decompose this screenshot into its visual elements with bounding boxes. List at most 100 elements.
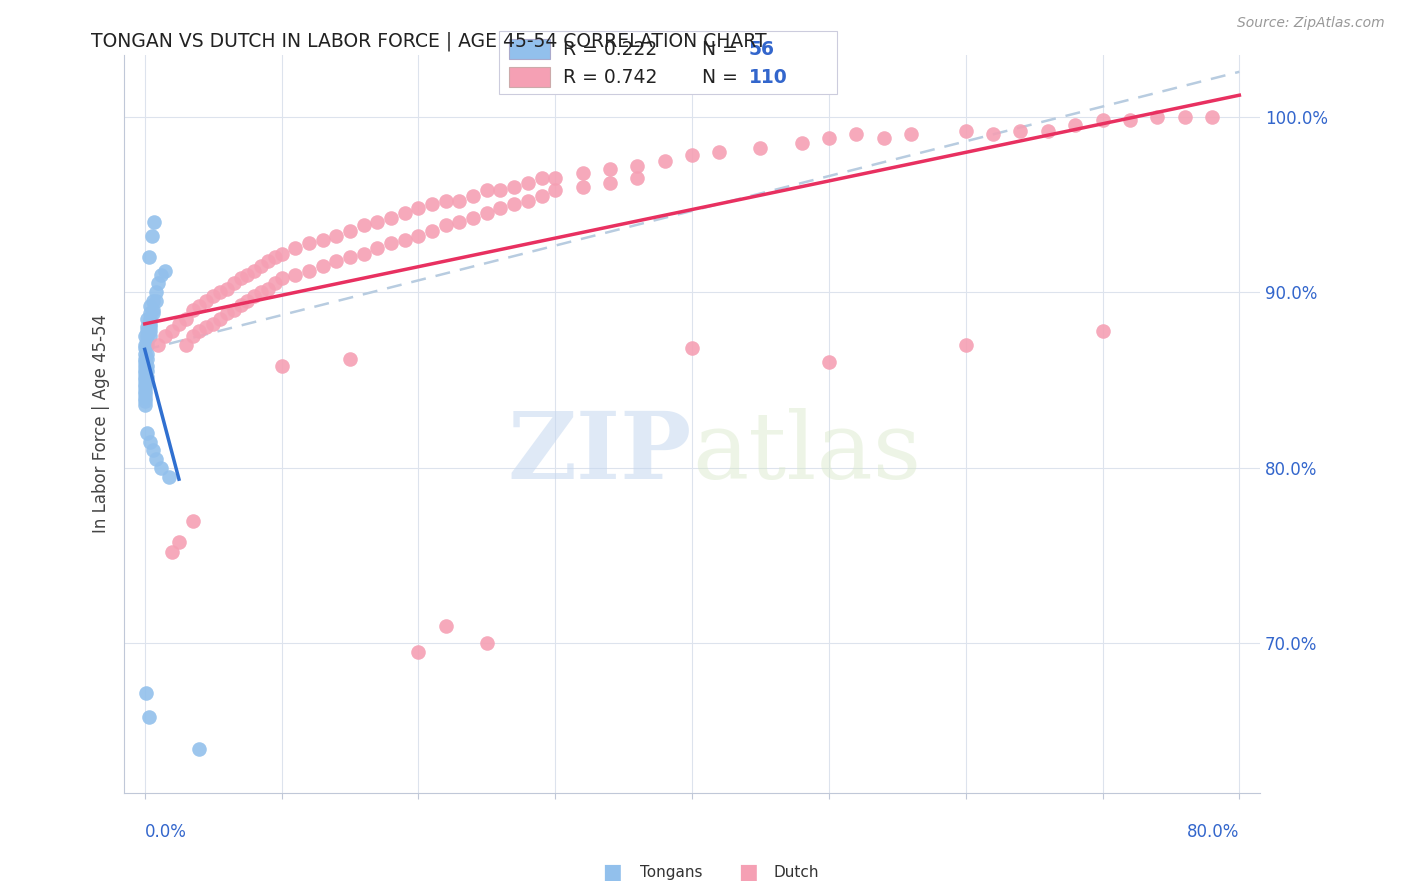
Point — [475, 636, 498, 650]
Point — [136, 351, 159, 366]
Point — [325, 253, 347, 268]
Point — [145, 452, 167, 467]
Point — [243, 264, 266, 278]
Point — [148, 338, 170, 352]
Point — [626, 171, 648, 186]
Text: TONGAN VS DUTCH IN LABOR FORCE | AGE 45-54 CORRELATION CHART: TONGAN VS DUTCH IN LABOR FORCE | AGE 45-… — [91, 31, 768, 51]
Point — [134, 355, 156, 369]
Point — [181, 514, 204, 528]
Point — [571, 166, 593, 180]
Point — [136, 334, 159, 349]
Point — [353, 219, 375, 233]
Point — [148, 277, 170, 291]
Point — [142, 293, 165, 308]
Point — [408, 201, 430, 215]
Point — [174, 311, 197, 326]
Point — [284, 241, 307, 255]
Point — [1091, 324, 1114, 338]
Point — [141, 229, 163, 244]
Point — [654, 153, 676, 168]
Point — [145, 285, 167, 300]
Text: R = 0.222: R = 0.222 — [564, 40, 658, 59]
Point — [250, 285, 273, 300]
Point — [174, 338, 197, 352]
Point — [202, 317, 225, 331]
Point — [155, 329, 177, 343]
Point — [134, 347, 156, 361]
Point — [134, 394, 156, 409]
Point — [475, 183, 498, 197]
Text: atlas: atlas — [692, 409, 921, 499]
Point — [1036, 123, 1059, 137]
Point — [136, 329, 159, 343]
Point — [263, 250, 285, 264]
Point — [681, 342, 703, 356]
Point — [150, 268, 173, 282]
Point — [981, 127, 1004, 141]
Point — [257, 282, 280, 296]
Point — [167, 534, 190, 549]
Point — [139, 299, 162, 313]
Point — [339, 250, 361, 264]
Point — [143, 215, 166, 229]
Point — [250, 259, 273, 273]
Point — [136, 369, 159, 384]
Point — [311, 259, 333, 273]
Point — [188, 324, 211, 338]
Point — [571, 179, 593, 194]
Point — [311, 233, 333, 247]
Text: 80.0%: 80.0% — [1187, 823, 1239, 841]
Point — [222, 277, 245, 291]
Point — [138, 250, 160, 264]
Point — [489, 183, 512, 197]
Point — [270, 359, 292, 373]
Point — [181, 329, 204, 343]
Text: ■: ■ — [602, 863, 621, 882]
Point — [353, 246, 375, 260]
Point — [544, 171, 567, 186]
Point — [599, 162, 621, 177]
Point — [142, 302, 165, 317]
Text: ZIP: ZIP — [508, 409, 692, 499]
Point — [139, 317, 162, 331]
Point — [139, 320, 162, 334]
Point — [236, 293, 259, 308]
Point — [136, 320, 159, 334]
Legend: R = 0.222   N =  56, R = 0.742   N = 110: R = 0.222 N = 56, R = 0.742 N = 110 — [531, 73, 831, 173]
Point — [136, 311, 159, 326]
Point — [408, 229, 430, 244]
Point — [818, 355, 841, 369]
Point — [1091, 113, 1114, 128]
Point — [434, 194, 457, 208]
Point — [489, 201, 512, 215]
Point — [380, 235, 402, 250]
Point — [202, 289, 225, 303]
Y-axis label: In Labor Force | Age 45-54: In Labor Force | Age 45-54 — [93, 315, 110, 533]
Point — [139, 329, 162, 343]
Point — [434, 219, 457, 233]
Point — [872, 130, 894, 145]
Point — [136, 364, 159, 378]
Point — [222, 302, 245, 317]
Point — [709, 145, 731, 159]
Point — [503, 179, 526, 194]
Point — [139, 311, 162, 326]
Point — [142, 306, 165, 320]
Point — [257, 253, 280, 268]
Point — [366, 241, 388, 255]
Point — [134, 387, 156, 401]
Point — [845, 127, 868, 141]
Point — [208, 311, 231, 326]
Point — [394, 233, 416, 247]
Point — [167, 317, 190, 331]
Point — [749, 141, 772, 155]
Point — [134, 380, 156, 394]
Point — [157, 469, 180, 483]
Point — [139, 324, 162, 338]
Point — [139, 434, 162, 449]
Point — [136, 338, 159, 352]
Point — [449, 215, 471, 229]
Point — [420, 197, 443, 211]
Point — [599, 177, 621, 191]
Point — [181, 302, 204, 317]
